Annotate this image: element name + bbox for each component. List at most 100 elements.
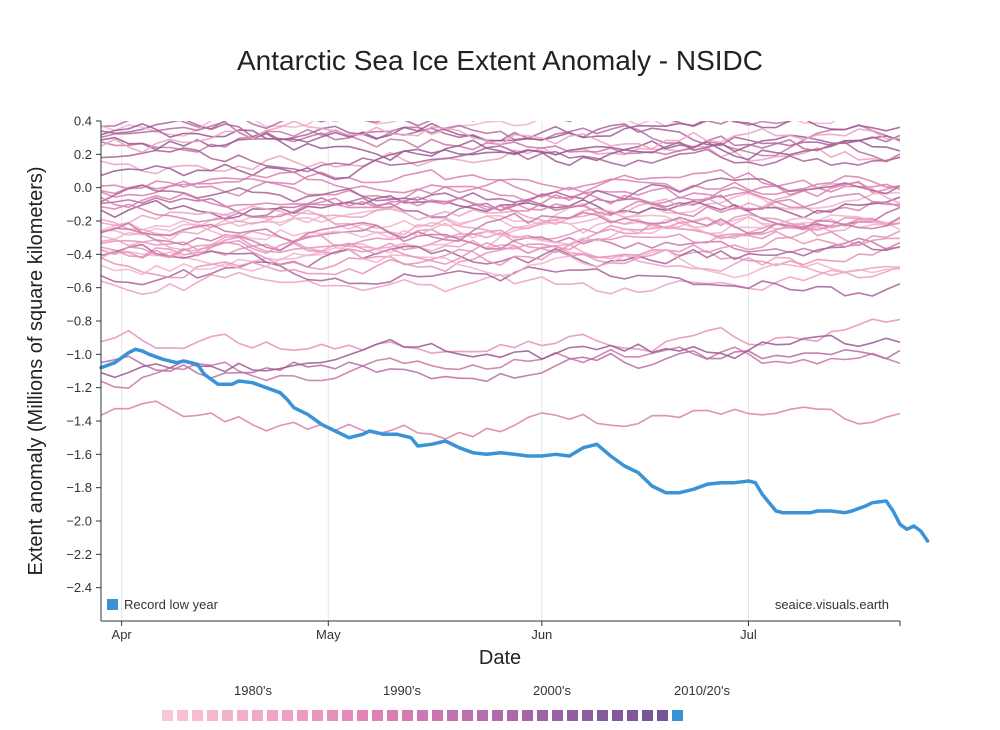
background-year-line xyxy=(101,245,900,279)
year-swatch[interactable] xyxy=(432,710,443,721)
year-swatch[interactable] xyxy=(657,710,668,721)
legend-label: Record low year xyxy=(124,597,219,612)
year-swatch[interactable] xyxy=(507,710,518,721)
background-year-line xyxy=(101,121,900,154)
legend[interactable]: Record low year xyxy=(107,597,219,612)
background-year-line xyxy=(101,191,900,232)
decade-label-1990s: 1990's xyxy=(383,683,421,698)
y-tick-label: 0.4 xyxy=(74,114,92,129)
y-tick-label: −0.6 xyxy=(66,280,92,295)
year-swatch[interactable] xyxy=(522,710,533,721)
decade-label-2000s: 2000's xyxy=(533,683,571,698)
background-year-line xyxy=(101,240,900,269)
x-tick-label: Jun xyxy=(531,627,552,642)
year-swatch[interactable] xyxy=(312,710,323,721)
background-year-line xyxy=(101,400,900,440)
year-swatch[interactable] xyxy=(282,710,293,721)
year-swatch[interactable] xyxy=(627,710,638,721)
background-year-line xyxy=(101,216,900,255)
year-color-scale[interactable] xyxy=(162,710,683,721)
y-tick-label: −1.4 xyxy=(66,414,92,429)
source-note: seaice.visuals.earth xyxy=(775,597,889,612)
background-year-line xyxy=(101,348,900,383)
background-year-line xyxy=(101,132,900,162)
year-swatch[interactable] xyxy=(297,710,308,721)
year-swatch[interactable] xyxy=(492,710,503,721)
year-swatch[interactable] xyxy=(237,710,248,721)
background-year-line xyxy=(581,121,792,127)
year-swatch[interactable] xyxy=(222,710,233,721)
year-swatch[interactable] xyxy=(447,710,458,721)
year-swatch[interactable] xyxy=(537,710,548,721)
y-tick-label: −1.6 xyxy=(66,447,92,462)
background-year-line xyxy=(101,223,900,266)
year-swatch[interactable] xyxy=(477,710,488,721)
background-year-line xyxy=(101,211,900,244)
record-low-series-group xyxy=(99,347,930,543)
y-tick-label: −2.0 xyxy=(66,514,92,529)
background-year-line xyxy=(101,246,900,279)
year-swatch[interactable] xyxy=(162,710,173,721)
x-tick-label: Jul xyxy=(740,627,757,642)
background-year-line xyxy=(101,121,573,130)
year-swatch[interactable] xyxy=(462,710,473,721)
background-year-line xyxy=(101,171,900,215)
year-swatch[interactable] xyxy=(267,710,278,721)
year-swatch[interactable] xyxy=(597,710,608,721)
year-swatch[interactable] xyxy=(552,710,563,721)
chart-title: Antarctic Sea Ice Extent Anomaly - NSIDC xyxy=(237,45,763,76)
background-series-group xyxy=(101,121,900,440)
background-year-line xyxy=(101,121,837,137)
legend-swatch xyxy=(107,599,118,610)
background-year-line xyxy=(101,318,900,355)
background-year-line xyxy=(101,169,900,196)
background-year-line xyxy=(101,261,900,297)
year-swatch[interactable] xyxy=(357,710,368,721)
year-swatch[interactable] xyxy=(417,710,428,721)
background-year-line xyxy=(101,180,900,212)
year-swatch[interactable] xyxy=(177,710,188,721)
year-swatch[interactable] xyxy=(567,710,578,721)
axes-layer: 0.4 0.2 0.0 −0.2 −0.4 −0.6 −0.8 −1.0 −1.2 −1.4 −1.… xyxy=(66,114,901,642)
background-year-line xyxy=(101,139,900,181)
year-swatch[interactable] xyxy=(192,710,203,721)
background-year-line xyxy=(101,346,900,389)
year-swatch[interactable] xyxy=(327,710,338,721)
y-tick-label: 0.2 xyxy=(74,147,92,162)
record-low-line[interactable] xyxy=(99,347,930,543)
year-swatch[interactable] xyxy=(387,710,398,721)
decade-label-1980s: 1980's xyxy=(234,683,272,698)
year-swatch[interactable] xyxy=(207,710,218,721)
year-swatch[interactable] xyxy=(342,710,353,721)
grid-layer xyxy=(121,121,749,621)
y-tick-label: −2.4 xyxy=(66,580,92,595)
x-tick-label: May xyxy=(316,627,341,642)
background-year-line xyxy=(101,169,900,200)
y-tick-label: −1.2 xyxy=(66,380,92,395)
y-tick-label: −1.8 xyxy=(66,480,92,495)
y-tick-label: −0.2 xyxy=(66,214,92,229)
background-year-line xyxy=(101,177,900,204)
background-year-line xyxy=(101,214,900,245)
y-tick-label: −2.2 xyxy=(66,547,92,562)
year-swatch[interactable] xyxy=(642,710,653,721)
background-year-line xyxy=(101,121,900,163)
background-year-line xyxy=(101,192,900,223)
year-swatch[interactable] xyxy=(612,710,623,721)
background-year-line xyxy=(101,334,900,379)
decade-labels: 1980's 1990's 2000's 2010/20's xyxy=(234,683,730,698)
y-tick-label: 0.0 xyxy=(74,180,92,195)
y-axis-label: Extent anomaly (Millions of square kilom… xyxy=(25,166,47,575)
year-swatch[interactable] xyxy=(672,710,683,721)
decade-label-2010s: 2010/20's xyxy=(674,683,730,698)
year-swatch[interactable] xyxy=(252,710,263,721)
y-tick-label: −0.4 xyxy=(66,247,92,262)
year-swatch[interactable] xyxy=(372,710,383,721)
year-swatch[interactable] xyxy=(402,710,413,721)
x-tick-label: Apr xyxy=(112,627,133,642)
background-year-line xyxy=(101,181,900,227)
background-year-line xyxy=(101,230,900,271)
year-swatch[interactable] xyxy=(582,710,593,721)
background-year-line xyxy=(101,213,900,258)
